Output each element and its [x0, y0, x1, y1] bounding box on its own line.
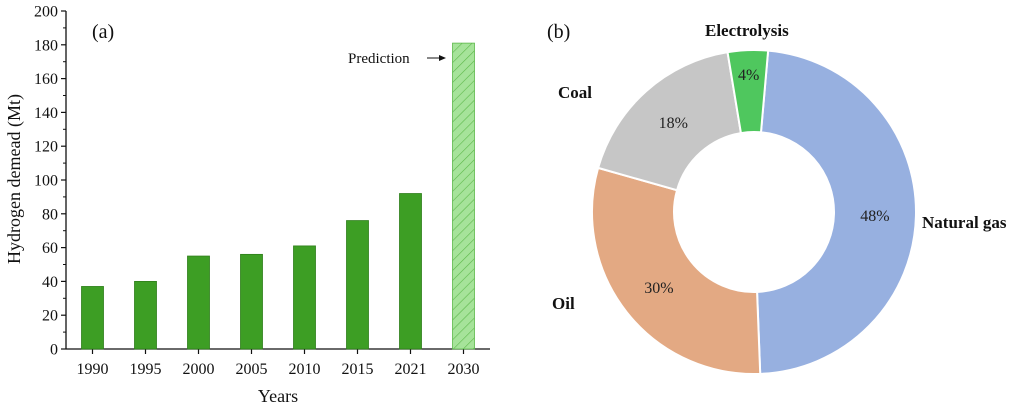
x-tick-label: 2015	[342, 361, 374, 378]
y-tick-label: 120	[34, 139, 58, 156]
percent-label: 48%	[860, 208, 889, 225]
bar	[134, 280, 157, 350]
x-tick-label: 1995	[130, 361, 162, 378]
y-tick-label: 0	[50, 342, 58, 359]
percent-labels: 48% 30% 18% 4%	[644, 67, 889, 297]
bar	[187, 255, 210, 350]
y-tick-label: 20	[42, 308, 58, 325]
bar-chart-panel: (a) 0 20 40 60 80 100 120 140 160 180 200 1990 1995 2…	[4, 4, 490, 406]
category-label: Natural gas	[922, 213, 1007, 232]
x-tick-label: 2000	[183, 361, 215, 378]
bar-panel-label: (a)	[92, 21, 114, 43]
y-tick-label: 200	[34, 4, 58, 21]
bar	[346, 220, 369, 350]
bar	[81, 286, 104, 350]
bar	[399, 193, 422, 350]
bar	[240, 253, 263, 350]
x-tick-label: 2005	[236, 361, 268, 378]
percent-label: 30%	[644, 280, 673, 297]
donut-chart-panel: (b) 48% 30% 18% 4% Natural gas Oil Coal Electr…	[547, 21, 1007, 375]
x-tick-label: 2010	[289, 361, 321, 378]
prediction-arrowhead	[439, 55, 446, 61]
donut-slices	[591, 49, 917, 375]
x-tick-label: 2021	[395, 361, 427, 378]
bars	[81, 42, 475, 350]
y-tick-label: 40	[42, 274, 58, 291]
donut-slice	[596, 51, 743, 192]
y-tick-label: 180	[34, 37, 58, 54]
bar	[293, 245, 316, 350]
y-tick-label: 80	[42, 206, 58, 223]
bar-axes: 0 20 40 60 80 100 120 140 160 180 200 1990 1995 2000 2…	[34, 4, 490, 378]
y-tick-label: 100	[34, 173, 58, 190]
percent-label: 4%	[738, 67, 759, 84]
y-tick-label: 160	[34, 71, 58, 88]
bar-predicted	[452, 42, 475, 350]
pie-panel-label: (b)	[547, 21, 570, 43]
category-label: Coal	[558, 83, 592, 102]
category-labels: Natural gas Oil Coal Electrolysis	[552, 21, 1007, 313]
donut-slice	[756, 49, 917, 375]
prediction-label: Prediction	[348, 51, 410, 67]
category-label: Electrolysis	[705, 21, 789, 40]
donut-slice	[726, 49, 770, 135]
category-label: Oil	[552, 294, 575, 313]
y-tick-label: 60	[42, 240, 58, 257]
x-tick-label: 1990	[77, 361, 109, 378]
donut-slice	[591, 166, 762, 375]
y-tick-label: 140	[34, 105, 58, 122]
percent-label: 18%	[659, 115, 688, 132]
prediction-annotation: Prediction	[348, 51, 446, 67]
x-axis-title: Years	[258, 386, 298, 406]
x-tick-label: 2030	[448, 361, 480, 378]
y-axis-title: Hydrogen demead (Mt)	[4, 94, 25, 264]
